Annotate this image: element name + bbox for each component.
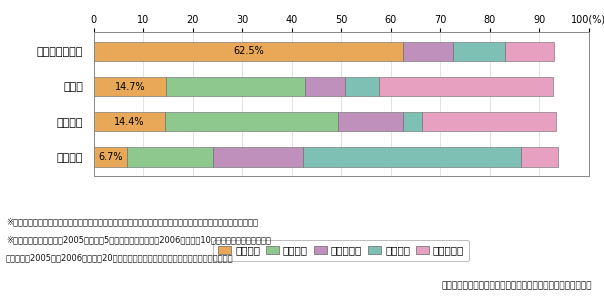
Bar — [127, 147, 213, 167]
Text: 6.7%: 6.7% — [98, 152, 123, 162]
Text: 14.4%: 14.4% — [114, 117, 144, 127]
Bar — [422, 112, 556, 131]
Text: れぞれ2005年と2006年の上位20位に含まれるベンダーのシェアを国別に合計して比較: れぞれ2005年と2006年の上位20位に含まれるベンダーのシェアを国別に合計し… — [6, 253, 234, 262]
Bar — [94, 77, 167, 96]
Bar — [305, 77, 345, 96]
Bar — [345, 77, 379, 96]
Bar — [94, 112, 165, 131]
Text: ※　シリコンウェハでは2005年の上位5位、携帯電話端末では2006年の上位10位、半導体とパソコンはそ: ※ シリコンウェハでは2005年の上位5位、携帯電話端末では2006年の上位10… — [6, 236, 271, 245]
Text: 14.7%: 14.7% — [115, 81, 146, 92]
Bar — [303, 147, 521, 167]
Legend: 日本企業, 米国企業, アジア企業, 欧州企業, 上位外企業: 日本企業, 米国企業, アジア企業, 欧州企業, 上位外企業 — [213, 240, 469, 261]
Text: 62.5%: 62.5% — [233, 46, 264, 56]
Bar — [94, 147, 127, 167]
Bar — [94, 42, 403, 61]
Bar — [165, 112, 338, 131]
Bar — [521, 147, 557, 167]
Bar — [213, 147, 303, 167]
Bar — [167, 77, 305, 96]
Bar — [379, 77, 553, 96]
Bar — [338, 112, 403, 131]
Bar — [403, 42, 453, 61]
Text: ※　携帯電話端末は対エンドユーザー販売台数ベース、パソコンは出荷金額ベース、それ以外は売上金額ベース: ※ 携帯電話端末は対エンドユーザー販売台数ベース、パソコンは出荷金額ベース、それ… — [6, 217, 258, 226]
Bar — [505, 42, 554, 61]
Bar — [403, 112, 422, 131]
Bar — [453, 42, 505, 61]
Text: ガートナー　データクエストのデータに基づき総務省にて算出: ガートナー データクエストのデータに基づき総務省にて算出 — [442, 281, 592, 290]
